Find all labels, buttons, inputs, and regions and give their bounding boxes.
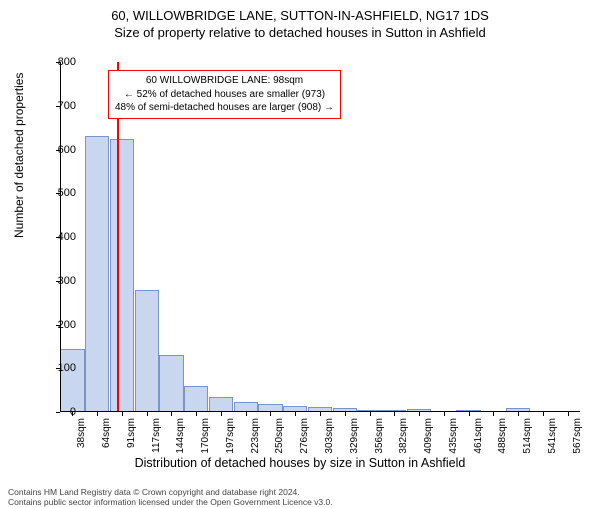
info-line-3: 48% of semi-detached houses are larger (… <box>115 101 334 115</box>
title-sub: Size of property relative to detached ho… <box>0 25 600 40</box>
x-tick-label: 356sqm <box>374 418 385 454</box>
title-main: 60, WILLOWBRIDGE LANE, SUTTON-IN-ASHFIEL… <box>0 8 600 23</box>
x-tick-label: 382sqm <box>398 418 409 454</box>
y-tick-mark <box>56 368 60 369</box>
y-tick-mark <box>56 325 60 326</box>
x-tick-label: 64sqm <box>101 418 112 448</box>
x-tick-mark <box>97 412 98 416</box>
x-tick-label: 250sqm <box>274 418 285 454</box>
x-tick-mark <box>444 412 445 416</box>
x-tick-label: 144sqm <box>175 418 186 454</box>
footer-line-2: Contains public sector information licen… <box>8 497 333 508</box>
x-tick-mark <box>518 412 519 416</box>
x-tick-mark <box>345 412 346 416</box>
x-tick-mark <box>72 412 73 416</box>
x-tick-label: 514sqm <box>522 418 533 454</box>
bar <box>135 290 159 413</box>
x-tick-mark <box>568 412 569 416</box>
x-tick-label: 435sqm <box>448 418 459 454</box>
footer: Contains HM Land Registry data © Crown c… <box>8 487 333 508</box>
x-tick-mark <box>122 412 123 416</box>
x-tick-label: 541sqm <box>547 418 558 454</box>
x-tick-label: 409sqm <box>423 418 434 454</box>
info-box: 60 WILLOWBRIDGE LANE: 98sqm ← 52% of det… <box>108 70 341 119</box>
bar <box>110 139 134 412</box>
x-tick-mark <box>320 412 321 416</box>
x-tick-label: 197sqm <box>225 418 236 454</box>
y-tick-mark <box>56 281 60 282</box>
x-tick-mark <box>147 412 148 416</box>
x-tick-mark <box>270 412 271 416</box>
y-tick-mark <box>56 106 60 107</box>
x-tick-mark <box>246 412 247 416</box>
x-tick-mark <box>493 412 494 416</box>
x-tick-label: 117sqm <box>151 418 162 453</box>
x-tick-mark <box>469 412 470 416</box>
footer-line-1: Contains HM Land Registry data © Crown c… <box>8 487 333 498</box>
x-tick-label: 38sqm <box>76 418 87 448</box>
x-tick-label: 276sqm <box>299 418 310 454</box>
x-tick-mark <box>171 412 172 416</box>
y-tick-mark <box>56 193 60 194</box>
bar <box>60 349 84 412</box>
x-tick-mark <box>394 412 395 416</box>
bar <box>159 355 183 412</box>
y-tick-mark <box>56 237 60 238</box>
x-tick-label: 91sqm <box>126 418 137 448</box>
x-tick-label: 461sqm <box>473 418 484 454</box>
x-tick-label: 223sqm <box>250 418 261 454</box>
y-tick-mark <box>56 150 60 151</box>
bar <box>184 386 208 412</box>
bar <box>85 136 109 412</box>
x-tick-mark <box>370 412 371 416</box>
x-tick-mark <box>221 412 222 416</box>
x-tick-label: 303sqm <box>324 418 335 454</box>
y-axis-label: Number of detached properties <box>12 73 26 238</box>
info-line-1: 60 WILLOWBRIDGE LANE: 98sqm <box>115 74 334 88</box>
x-tick-label: 488sqm <box>497 418 508 454</box>
x-tick-mark <box>196 412 197 416</box>
x-tick-mark <box>295 412 296 416</box>
chart-container: 60, WILLOWBRIDGE LANE, SUTTON-IN-ASHFIEL… <box>0 8 600 508</box>
y-tick-mark <box>56 62 60 63</box>
x-tick-label: 170sqm <box>200 418 211 454</box>
y-tick-mark <box>56 412 60 413</box>
x-tick-mark <box>419 412 420 416</box>
x-axis-label: Distribution of detached houses by size … <box>0 456 600 470</box>
x-tick-label: 567sqm <box>572 418 583 454</box>
bar <box>209 397 233 412</box>
x-tick-label: 329sqm <box>349 418 360 454</box>
x-tick-mark <box>543 412 544 416</box>
info-line-2: ← 52% of detached houses are smaller (97… <box>115 88 334 102</box>
